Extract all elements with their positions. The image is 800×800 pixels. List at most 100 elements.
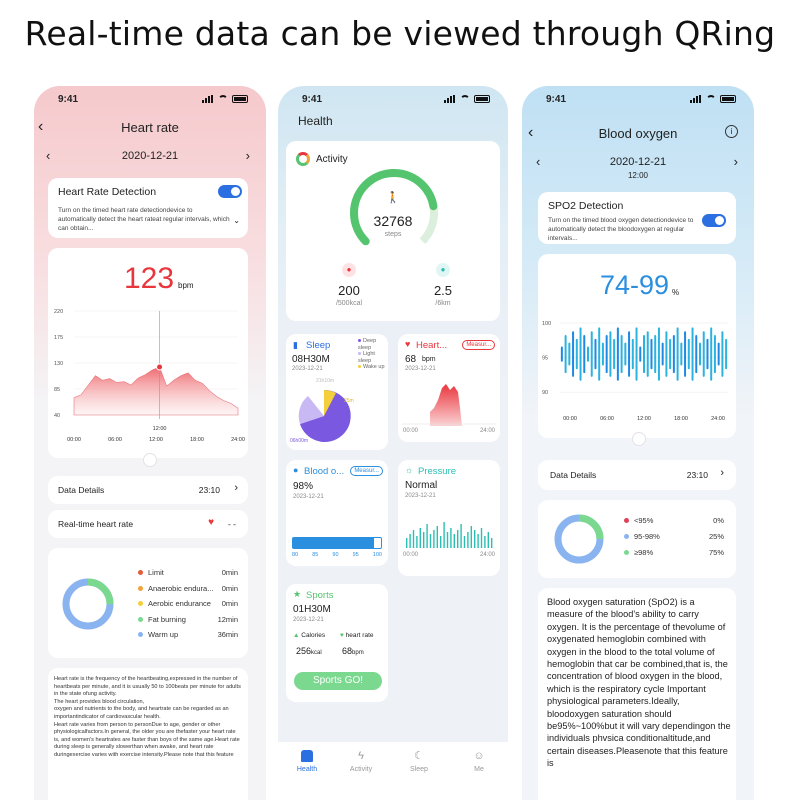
- oxygen-bar: [725, 338, 728, 370]
- blood-label: Blood o...: [304, 466, 345, 477]
- heart-icon: ♥: [208, 517, 214, 528]
- oxygen-chart: 100 95 90 00:00 06:00 12:00 18:00 24:00: [542, 321, 728, 422]
- heart-zones-card: Limit 0min Anaerobic endura... 0min Aerobic …: [48, 548, 248, 658]
- x-tick-label: 06:00: [108, 437, 122, 443]
- walk-icon: 🚶: [386, 192, 400, 204]
- x-tick-label: 24:00: [711, 416, 725, 422]
- sports-cal: 256kcal: [296, 646, 322, 656]
- detection-toggle[interactable]: [218, 185, 242, 198]
- x-tick-label: 00:00: [67, 437, 81, 443]
- wifi-icon: [460, 95, 470, 103]
- zone-dot: [138, 585, 143, 591]
- pressure-bar: [446, 532, 449, 548]
- blood-oxygen-card[interactable]: ● Blood o... Measur... 98% 2023-12-21 80…: [286, 460, 388, 566]
- pressure-bar: [423, 532, 425, 548]
- oxygen-bar: [713, 335, 716, 374]
- oxygen-info-text: Blood oxygen saturation (SpO2) is a meas…: [547, 597, 731, 769]
- sleep-chart: [298, 389, 351, 442]
- sports-date: 2023-12-21: [293, 617, 324, 623]
- range-row: 95-98% 25%: [624, 532, 724, 541]
- sports-card[interactable]: ★ Sports 01H30M 2023-12-21 ▲ Calories ♥ …: [286, 584, 388, 702]
- bottom-nav: Health ϟ Activity ☾ Sleep ☺ Me: [278, 742, 508, 800]
- oxygen-ranges-donut: [554, 514, 604, 564]
- realtime-label: Real-time heart rate: [58, 519, 134, 529]
- pressure-icon: ☼: [405, 465, 414, 475]
- prev-date-icon[interactable]: ‹: [536, 154, 541, 169]
- prev-date-icon[interactable]: ‹: [46, 148, 51, 163]
- data-details-row[interactable]: Data Details 23:10 ›: [538, 460, 736, 490]
- status-bar: 9:41: [34, 94, 266, 108]
- sleep-label-c: 06h00m: [290, 438, 309, 444]
- back-icon[interactable]: ‹: [38, 118, 44, 135]
- pressure-bar: [412, 530, 415, 548]
- data-details-row[interactable]: Data Details 23:10 ›: [48, 476, 248, 504]
- zone-name: Aerobic endurance: [148, 599, 211, 608]
- back-icon[interactable]: ‹: [528, 124, 534, 141]
- heart-rate-screen: 9:41 ‹ Heart rate ‹ 2020-12-21 › Heart R…: [34, 86, 266, 800]
- pressure-card[interactable]: ☼ Pressure Normal 2023-12-21 00:00 24:00: [398, 460, 500, 576]
- sleep-icon: ▮: [293, 340, 298, 350]
- drop-icon: ●: [293, 465, 299, 475]
- legend-deep: Deep sleep: [358, 338, 377, 351]
- realtime-value: - -: [227, 519, 236, 529]
- sports-cal-label-row: ▲ Calories: [293, 632, 326, 639]
- oxygen-bar: [560, 346, 563, 362]
- zone-name: Anaerobic endura...: [148, 583, 214, 593]
- oxygen-bar: [669, 338, 672, 370]
- expand-icon[interactable]: ⌄: [233, 216, 240, 225]
- activity-label: Activity: [316, 154, 348, 165]
- info-icon[interactable]: i: [725, 125, 738, 138]
- oxygen-bar: [575, 338, 578, 370]
- heart-area: [73, 366, 239, 416]
- wifi-icon: [218, 95, 228, 103]
- zone-row: Aerobic endurance 0min: [138, 599, 238, 608]
- sports-go-button[interactable]: Sports GO!: [294, 672, 382, 690]
- next-date-icon[interactable]: ›: [733, 154, 738, 169]
- oxygen-chart-card: 74-99 % 100 95 90 00:00 06:00 12:00 18:00 24:00: [538, 254, 736, 438]
- blood-measure-badge[interactable]: Measur...: [350, 466, 383, 476]
- pressure-bar: [474, 530, 476, 548]
- sports-time: 01H30M: [293, 604, 331, 615]
- distance-value: 2.5: [433, 283, 453, 298]
- data-details-value: 23:10: [198, 485, 220, 495]
- y-tick-label: 220: [54, 309, 63, 315]
- zone-name: Warm up: [148, 630, 179, 639]
- sleep-label-a: 21h10m: [316, 378, 335, 384]
- data-details-value: 23:10: [686, 470, 708, 480]
- realtime-heart-row[interactable]: Real-time heart rate ♥ - -: [48, 510, 248, 538]
- detection-title: SPO2 Detection: [548, 200, 624, 212]
- sleep-card[interactable]: ▮ Sleep 08H30M 2023-12-21 Deep sleep Lig…: [286, 334, 388, 450]
- sports-icon: ★: [293, 589, 302, 599]
- oxygen-bar: [672, 335, 675, 374]
- y-tick-label: 85: [54, 387, 60, 393]
- nav-health[interactable]: Health: [282, 750, 332, 773]
- next-date-icon[interactable]: ›: [245, 148, 250, 163]
- oxygen-bar: [564, 335, 567, 374]
- zone-value: 12min: [217, 614, 238, 624]
- scroll-handle[interactable]: [143, 453, 157, 467]
- user-icon: ☺: [473, 750, 485, 762]
- oxygen-bar: [616, 327, 619, 381]
- nav-activity[interactable]: ϟ Activity: [349, 750, 373, 773]
- pressure-bar: [440, 536, 442, 548]
- x-tick-label: 12:00: [637, 416, 651, 422]
- oxygen-bar: [721, 331, 724, 377]
- legend-light: Light sleep: [358, 351, 375, 364]
- heart-card[interactable]: ♥ Heart... Measur... 68 bpm 2023-12-21 0…: [398, 334, 500, 442]
- oxygen-bar: [657, 327, 660, 381]
- heart-zones-donut: [62, 578, 114, 630]
- range-dot: [624, 534, 629, 539]
- home-icon: [301, 750, 313, 762]
- zone-row: Limit 0min: [138, 568, 238, 577]
- activity-card[interactable]: Activity 🚶 32768 steps ● 200 /500kcal ● …: [286, 141, 500, 321]
- oxygen-bar: [594, 338, 597, 370]
- x-tick-label: 12:00: [149, 437, 163, 443]
- heart-measure-badge[interactable]: Measur...: [462, 340, 495, 350]
- nav-me[interactable]: ☺ Me: [473, 750, 485, 773]
- nav-sleep[interactable]: ☾ Sleep: [410, 750, 428, 773]
- detection-toggle[interactable]: [702, 214, 726, 227]
- page-title: Health: [298, 114, 333, 128]
- zone-row: Warm up 36min: [138, 630, 238, 639]
- battery-icon: [232, 95, 248, 103]
- scroll-handle[interactable]: [632, 432, 646, 446]
